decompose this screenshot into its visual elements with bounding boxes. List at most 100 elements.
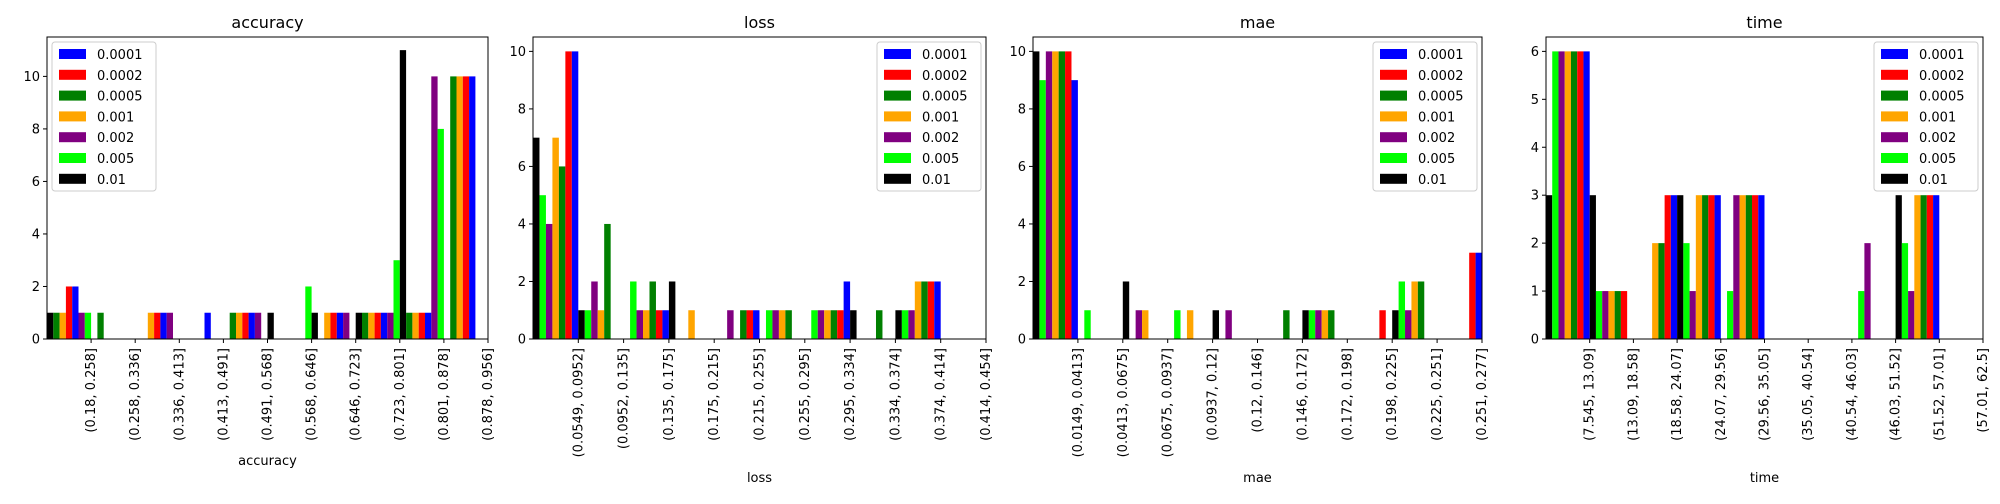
y-tick-label: 1: [1531, 285, 1539, 300]
legend: 0.0001 0.0002 0.0005 0.001 0.002 0.005 0.01: [876, 41, 982, 192]
bar-0.002-1: [1558, 51, 1565, 339]
bar-0.0005-2: [97, 312, 104, 339]
bar-0.0005-9: [921, 281, 928, 339]
bar-0.001-6: [778, 310, 786, 339]
x-tick-label: (40.54, 46.03]: [1845, 348, 1860, 441]
legend-label-0.01: 0.01: [922, 173, 951, 188]
bar-0.005-1: [84, 312, 92, 339]
legend-label-0.001: 0.001: [922, 110, 959, 125]
bar-0.001-7: [324, 312, 331, 339]
y-tick-label: 10: [23, 70, 40, 85]
bar-0.0002-10: [1469, 252, 1476, 339]
bar-0.0005-7: [830, 310, 838, 339]
legend-label-0.002: 0.002: [922, 131, 959, 146]
bar-0.002-1: [1045, 51, 1053, 339]
bar-0.01-4: [668, 281, 676, 339]
x-tick-label: (0.215, 0.255]: [753, 348, 768, 441]
y-tick-label: 2: [1531, 237, 1539, 252]
chart-time: 0 1 2 3 4 5 6 (7.545, 13.09] (13.09, 18.58] (18.5…: [1531, 13, 1991, 486]
y-tick-label: 6: [518, 160, 526, 175]
y-tick-label: 3: [1531, 189, 1539, 204]
bar-0.01-7: [311, 312, 318, 339]
x-tick-label: (0.0675, 0.0937]: [1161, 348, 1176, 457]
bar-0.0002-2: [1620, 291, 1628, 339]
x-tick-label: (13.09, 18.58]: [1626, 348, 1641, 441]
x-axis-label: mae: [1243, 471, 1272, 486]
x-tick-label: (0.255, 0.295]: [798, 348, 813, 441]
bar-0.0005-7: [1328, 310, 1335, 339]
bar-0.001-9: [1411, 281, 1418, 339]
x-tick-label: (0.175, 0.215]: [707, 348, 722, 441]
x-tick-label: (0.198, 0.225]: [1385, 348, 1400, 441]
bar-0.0002-3: [1664, 195, 1671, 339]
bar-0.002-2: [591, 281, 598, 339]
legend: 0.0001 0.0002 0.0005 0.001 0.002 0.005 0.01: [51, 41, 157, 192]
legend-label-0.0001: 0.0001: [922, 48, 968, 63]
y-tick-label: 10: [509, 45, 526, 60]
bar-0.0001-10: [469, 76, 476, 339]
chart-loss: 0 2 4 6 8 10 (0.0549, 0.0952] (0.0952, 0.135] (0…: [509, 13, 994, 486]
bar-0.0005-4: [1702, 195, 1709, 339]
legend-swatch-0.01: [59, 173, 86, 184]
y-tick-label: 0: [1531, 333, 1539, 348]
legend-label-0.0005: 0.0005: [1418, 90, 1464, 105]
y-tick-label: 5: [1531, 93, 1539, 108]
bar-0.01-2: [1589, 195, 1596, 339]
bar-0.0005-10: [450, 76, 457, 339]
bar-0.001-1: [1564, 51, 1571, 339]
chart-title: accuracy: [231, 13, 303, 32]
bar-0.002-9: [431, 76, 438, 339]
bar-0.0001-3: [1670, 195, 1678, 339]
bar-0.0005-5: [1745, 195, 1753, 339]
x-tick-label: (18.58, 24.07]: [1670, 348, 1685, 441]
bar-0.002-3: [1135, 310, 1143, 339]
bar-0.001-2: [1608, 291, 1615, 339]
bar-0.001-4: [1695, 195, 1703, 339]
bar-0.0002-5: [1752, 195, 1759, 339]
legend-swatch-0.001: [1380, 111, 1407, 122]
x-tick-label: (0.0549, 0.0952]: [571, 348, 586, 457]
legend-swatch-0.0002: [884, 69, 911, 80]
x-tick-label: (0.18, 0.258]: [84, 348, 99, 433]
bar-0.0001-8: [380, 312, 388, 339]
bar-0.001-1: [1052, 51, 1059, 339]
bar-0.001-5: [236, 312, 243, 339]
legend-swatch-0.0001: [1380, 49, 1407, 59]
bar-0.0002-1: [1065, 51, 1072, 339]
legend-swatch-0.001: [59, 111, 86, 122]
x-tick-label: (0.568, 0.646]: [305, 348, 320, 441]
bar-0.001-5: [1739, 195, 1746, 339]
bar-0.002-1: [78, 312, 85, 339]
bar-0.01-9: [1895, 195, 1902, 339]
bar-0.0002-8: [1379, 310, 1386, 339]
bar-0.0002-9: [418, 312, 425, 339]
chart-title: time: [1746, 13, 1782, 32]
legend-swatch-0.005: [1881, 153, 1908, 163]
x-tick-label: (0.336, 0.413]: [172, 348, 187, 441]
bar-0.0005-5: [740, 310, 747, 339]
bar-0.005-9: [901, 310, 909, 339]
x-tick-label: (0.12, 0.146]: [1251, 348, 1266, 433]
legend-swatch-0.0002: [1380, 69, 1407, 80]
bar-0.002-7: [1315, 310, 1322, 339]
x-tick-label: (51.52, 57.01]: [1932, 348, 1947, 441]
bar-0.005-2: [1595, 291, 1603, 339]
bar-0.005-3: [630, 281, 637, 339]
legend-swatch-0.002: [1380, 132, 1407, 143]
bar-0.01-9: [1392, 310, 1399, 339]
y-tick-label: 2: [1018, 275, 1026, 290]
x-tick-label: (29.56, 35.05]: [1758, 348, 1773, 441]
bar-0.0001-1: [1071, 80, 1078, 339]
legend-label-0.002: 0.002: [97, 131, 134, 146]
bar-0.0005-3: [1658, 243, 1665, 339]
bar-0.005-6: [765, 310, 773, 339]
y-tick-label: 10: [1009, 45, 1026, 60]
x-tick-label: (0.334, 0.374]: [888, 348, 903, 441]
bar-0.0005-9: [1920, 195, 1927, 339]
legend-label-0.0005: 0.0005: [97, 90, 143, 105]
bar-0.0005-3: [649, 281, 656, 339]
bar-0.0001-5: [753, 310, 760, 339]
x-tick-label: (0.0413, 0.0675]: [1116, 348, 1131, 457]
bar-0.001-8: [368, 312, 375, 339]
